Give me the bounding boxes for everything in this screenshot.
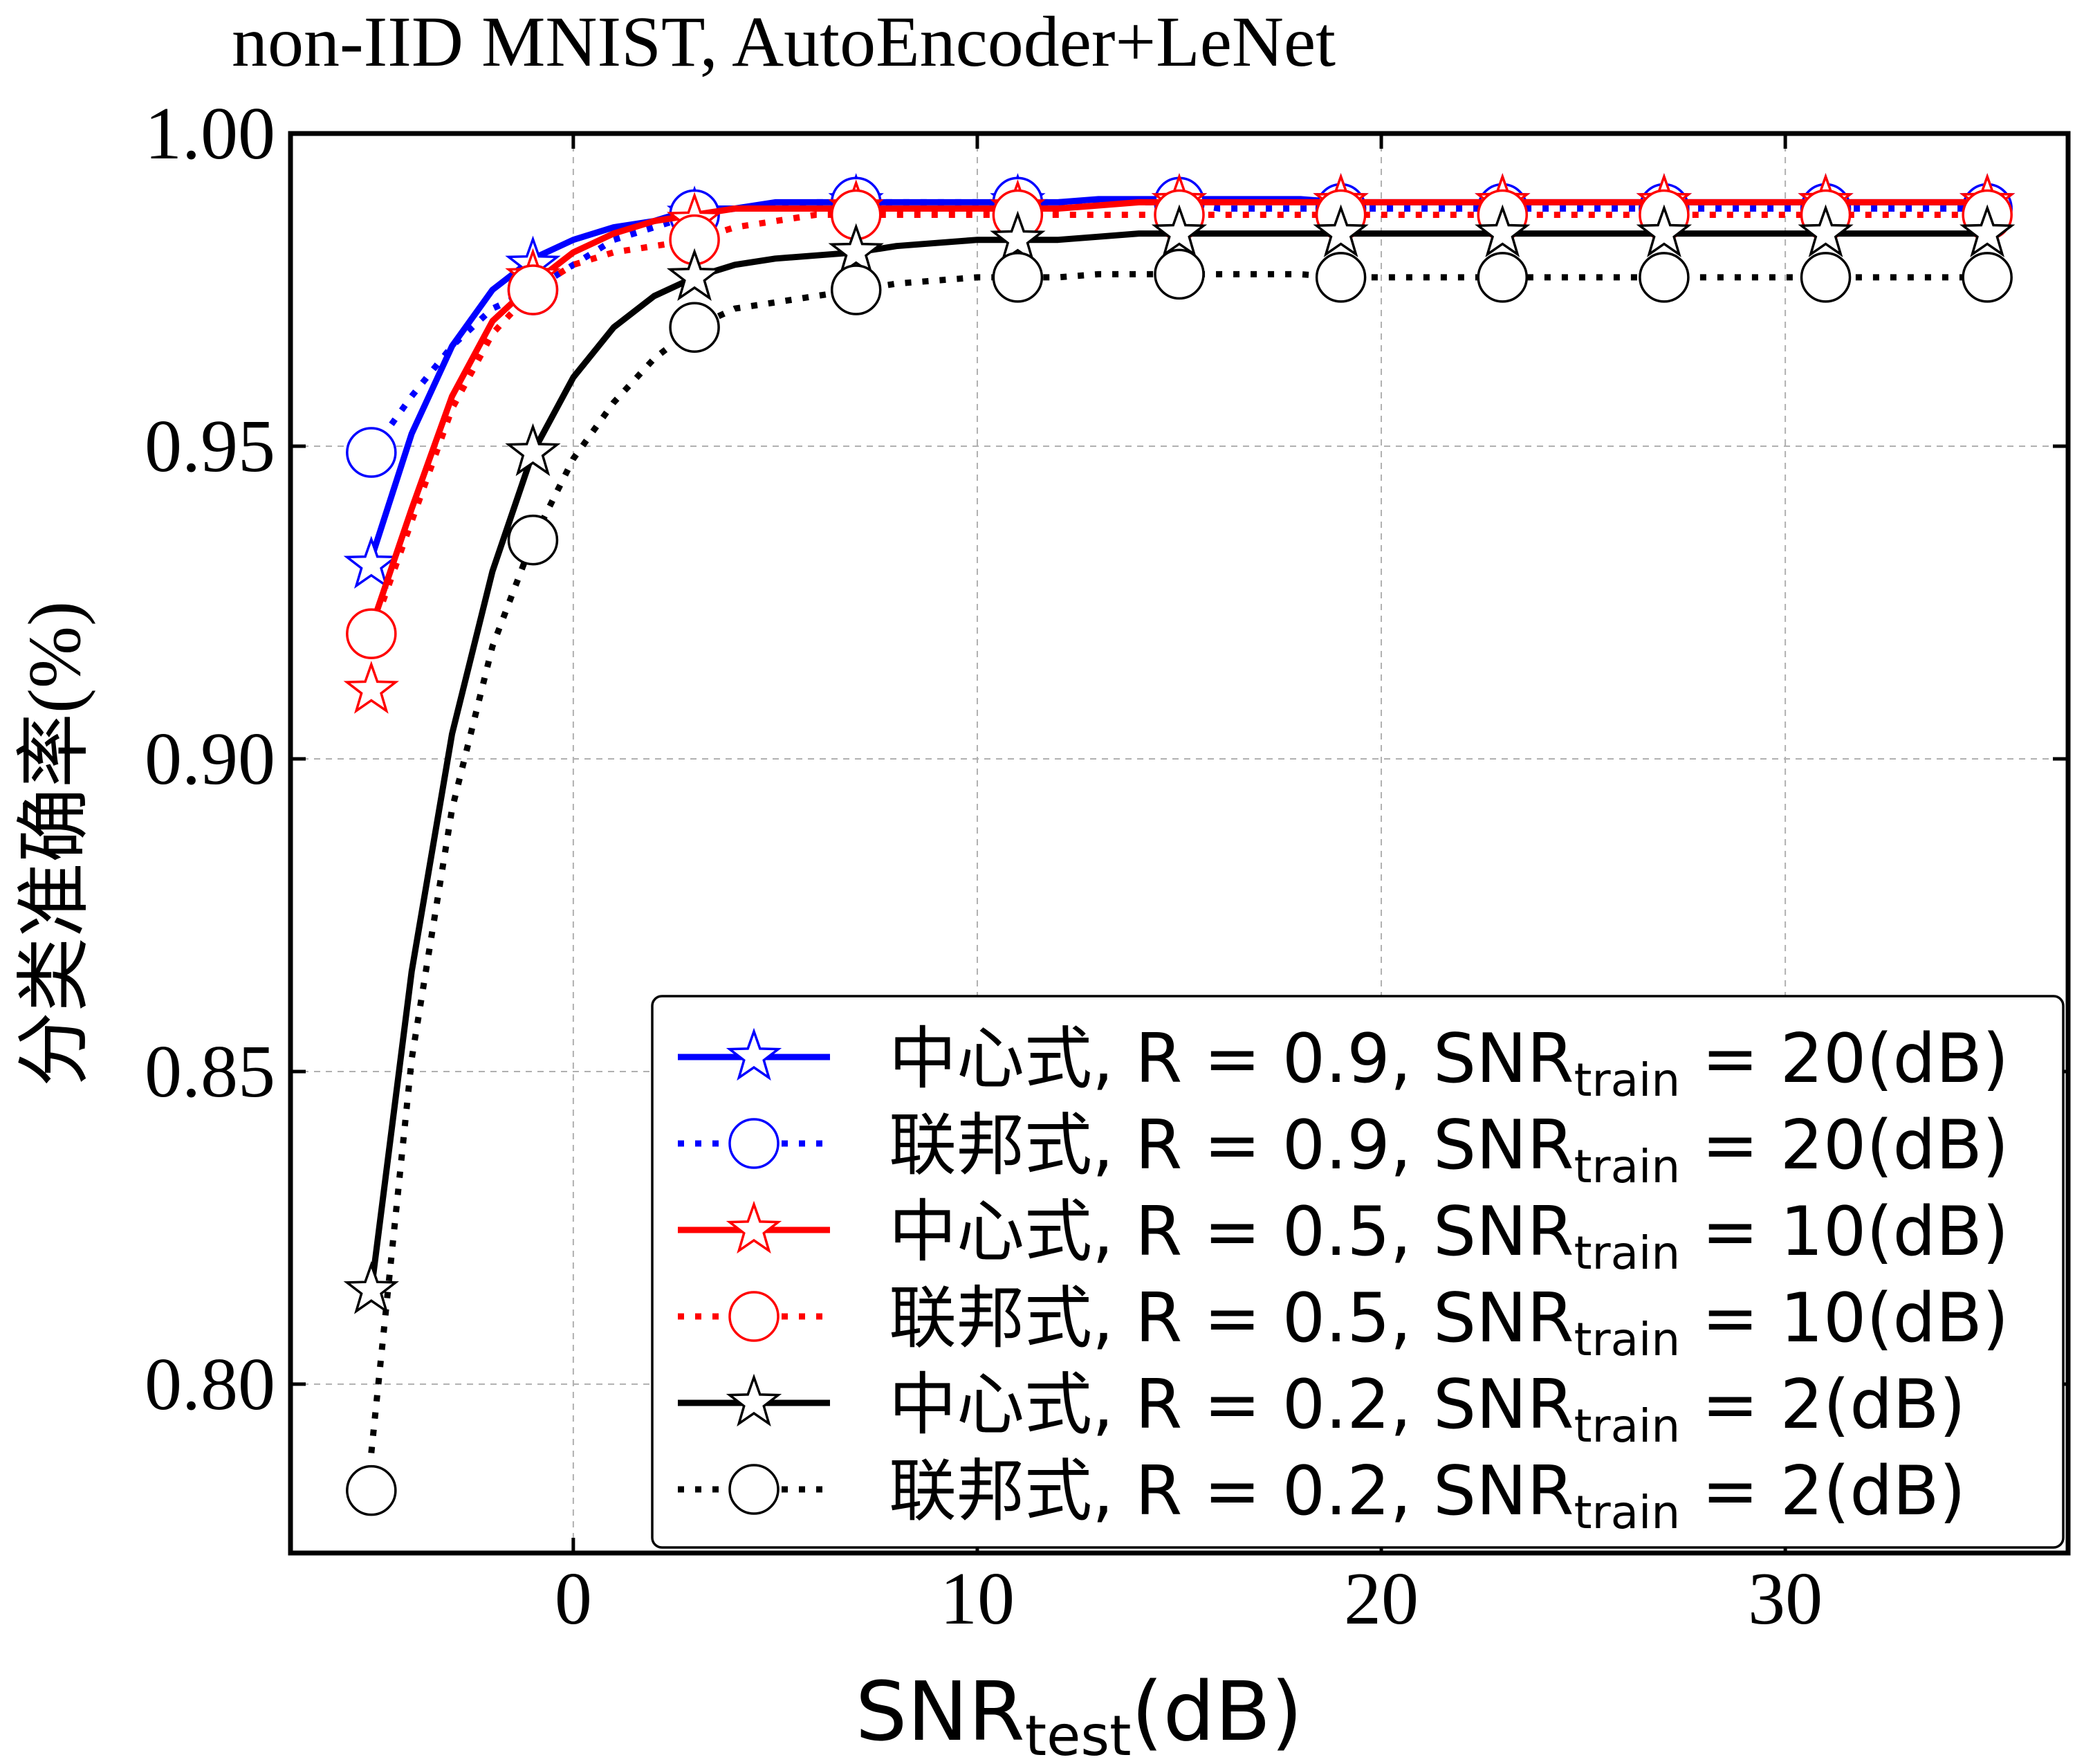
x-tick-label: 10 [940, 1558, 1015, 1640]
series-5-point [1151, 204, 1208, 257]
series-5-point [343, 1261, 399, 1314]
series-1-point [343, 535, 399, 589]
legend-marker [726, 1373, 782, 1427]
legend-entry-1: 中心式, R = 0.9, SNRtrain = 20(dB) [678, 1020, 2009, 1107]
series-6-point [992, 252, 1044, 303]
series-line-6 [368, 270, 1988, 1453]
series-layer [343, 173, 2016, 1516]
legend-entry-4: 联邦式, R = 0.5, SNRtrain = 10(dB) [678, 1279, 2009, 1366]
y-tick-label: 0.80 [145, 1343, 275, 1426]
series-5-point [666, 248, 723, 302]
legend-entry-5: 中心式, R = 0.2, SNRtrain = 2(dB) [678, 1366, 1966, 1453]
series-5-point [828, 223, 884, 276]
series-5-point [1798, 204, 1854, 257]
x-tick-label: 30 [1748, 1558, 1823, 1640]
x-axis-label: SNRtest(dB) [856, 1664, 1303, 1764]
plot-frame [288, 131, 2071, 1556]
series-6-point [1315, 252, 1367, 303]
legend-label: 中心式, R = 0.5, SNRtrain = 10(dB) [889, 1193, 2009, 1280]
y-tick-label: 0.85 [145, 1031, 275, 1113]
chart-title: non-IID MNIST, AutoEncoder+LeNet [232, 2, 1336, 82]
series-6-point [669, 302, 720, 353]
legend-marker [728, 1291, 780, 1342]
y-tick-label: 0.90 [145, 718, 275, 800]
x-tick-label: 0 [555, 1558, 592, 1640]
legend-entry-6: 联邦式, R = 0.2, SNRtrain = 2(dB) [678, 1452, 1966, 1539]
series-6 [346, 248, 2013, 1516]
series-5-point [990, 210, 1046, 264]
legend-marker [728, 1464, 780, 1515]
series-4-point [507, 264, 559, 315]
y-axis-label: 分类准确率(%) [14, 601, 96, 1087]
legend-marker [726, 1200, 782, 1254]
series-6-point [1639, 252, 1690, 303]
legend-entry-2: 联邦式, R = 0.9, SNRtrain = 20(dB) [678, 1106, 2009, 1193]
legend-label: 中心式, R = 0.2, SNRtrain = 2(dB) [889, 1366, 1966, 1453]
legend-marker [728, 1118, 780, 1169]
series-6-point [346, 1464, 397, 1516]
legend-marker [726, 1027, 782, 1081]
legend-box [651, 995, 2065, 1549]
series-4-point [346, 608, 397, 659]
series-5-point [1636, 204, 1693, 257]
series-6-point [1800, 252, 1852, 303]
series-5-point [1475, 204, 1531, 257]
series-5 [343, 204, 2016, 1314]
x-tick-label: 20 [1344, 1558, 1419, 1640]
legend-label: 联邦式, R = 0.9, SNRtrain = 20(dB) [889, 1106, 2009, 1193]
series-6-point [507, 514, 559, 566]
series-6-point [1154, 248, 1205, 300]
legend-label: 联邦式, R = 0.2, SNRtrain = 2(dB) [889, 1452, 1966, 1539]
legend-label: 中心式, R = 0.9, SNRtrain = 20(dB) [889, 1020, 2009, 1107]
series-line-2 [369, 199, 1988, 454]
legend-label: 联邦式, R = 0.5, SNRtrain = 10(dB) [889, 1279, 2009, 1366]
series-5-point [1959, 204, 2016, 257]
y-tick-label: 0.95 [145, 405, 275, 488]
series-5-point [1313, 204, 1369, 257]
legend-entry-3: 中心式, R = 0.5, SNRtrain = 10(dB) [678, 1193, 2009, 1280]
axes: 0 10 20 30 0.80 0.85 0.90 0.95 1.00 SNRtest(dB) 分类… [14, 93, 2071, 1764]
series-5-point [505, 423, 561, 477]
series-6-point [1962, 252, 2013, 303]
series-6-point [1477, 252, 1529, 303]
series-2-point [346, 427, 397, 478]
series-6-point [830, 264, 882, 315]
series-3-point [343, 661, 399, 714]
legend: 中心式, R = 0.9, SNRtrain = 20(dB)联邦式, R = … [651, 995, 2065, 1549]
y-tick-label: 1.00 [145, 93, 275, 175]
